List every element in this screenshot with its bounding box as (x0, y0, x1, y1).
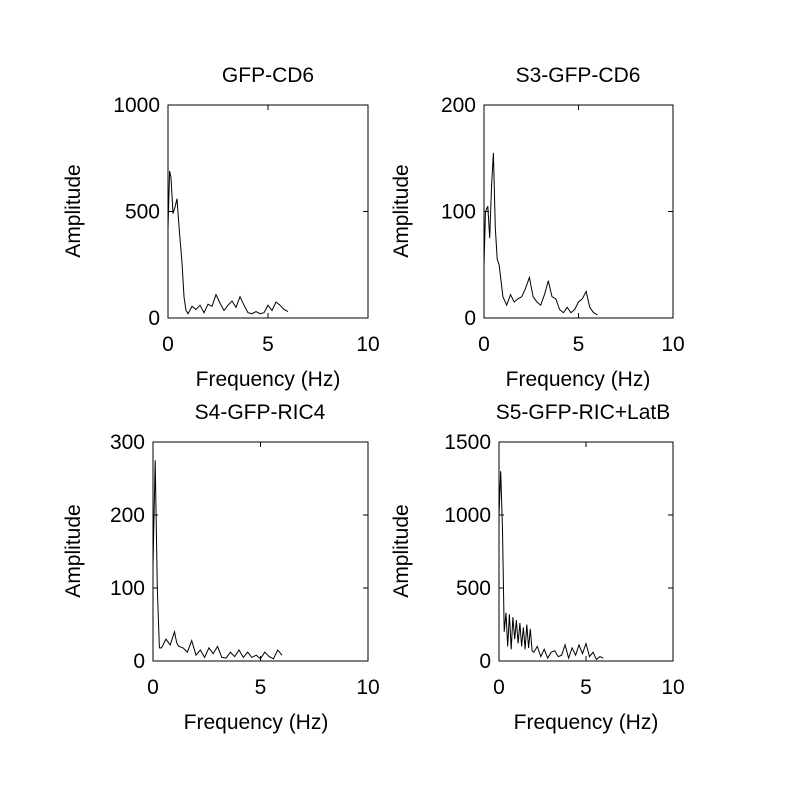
subplot-3-xtick-label: 0 (147, 676, 159, 699)
subplot-1-ticks: 0 5 10 0 500 1000 (113, 94, 379, 356)
subplot-4-ytick-label: 0 (479, 650, 491, 673)
subplot-2-xtick-label: 10 (661, 333, 684, 356)
subplot-3-ytick-label: 300 (110, 431, 145, 454)
subplot-1-ylabel: Amplitude (62, 164, 85, 257)
subplot-1-xtick-label: 10 (356, 333, 379, 356)
subplot-2-axes (483, 104, 674, 319)
subplot-1-title: GFP-CD6 (222, 64, 314, 87)
subplot-2-title: S3-GFP-CD6 (516, 64, 641, 87)
subplot-2-ylabel: Amplitude (390, 164, 413, 257)
subplot-4-ytick-label: 1000 (444, 504, 491, 527)
subplot-3-ylabel: Amplitude (62, 504, 85, 597)
subplot-4-series-line (498, 471, 604, 661)
subplot-1-ytick-label: 0 (148, 307, 160, 330)
subplot-1-xlabel: Frequency (Hz) (196, 368, 341, 391)
subplot-3-ytick-label: 200 (110, 504, 145, 527)
subplot-1-ytick-label: 500 (125, 201, 160, 224)
subplot-4-xtick-label: 10 (661, 676, 684, 699)
subplot-3-ytick-label: 100 (110, 577, 145, 600)
subplot-3-xtick-label: 10 (356, 676, 379, 699)
subplot-2-xtick-label: 0 (478, 333, 490, 356)
subplot-2-ytick-label: 100 (441, 201, 476, 224)
subplot-4-title: S5-GFP-RIC+LatB (496, 401, 670, 424)
subplot-3-xlabel: Frequency (Hz) (184, 711, 329, 734)
subplot-2-ytick-label: 200 (441, 94, 476, 117)
subplot-4-axes (498, 441, 674, 662)
subplot-2-series-line (483, 152, 598, 316)
subplot-4-ytick-label: 500 (456, 577, 491, 600)
subplot-3-xtick-label: 5 (255, 676, 267, 699)
subplot-3-axes (152, 441, 369, 662)
subplot-4-xlabel: Frequency (Hz) (514, 711, 659, 734)
subplot-4: S5-GFP-RIC+LatB 0 5 10 0 500 1000 1500 Frequen… (390, 401, 685, 734)
subplot-4-ytick-label: 1500 (444, 431, 491, 454)
subplot-4-xtick-label: 5 (580, 676, 592, 699)
subplot-1-xtick-label: 5 (262, 333, 274, 356)
subplot-1-series-line (167, 170, 289, 315)
subplot-2-ytick-label: 0 (464, 307, 476, 330)
subplot-3-title: S4-GFP-RIC4 (195, 401, 326, 424)
subplot-1: GFP-CD6 0 5 10 0 500 1000 Frequency (Hz) Ampl… (62, 64, 380, 391)
subplot-3-series-line (152, 460, 283, 660)
subplot-4-ylabel: Amplitude (390, 504, 413, 597)
subplot-4-xtick-label: 0 (493, 676, 505, 699)
subplot-4-ticks: 0 5 10 0 500 1000 1500 (444, 431, 684, 699)
subplot-2-xtick-label: 5 (573, 333, 585, 356)
subplot-1-xtick-label: 0 (162, 333, 174, 356)
subplot-3-ytick-label: 0 (133, 650, 145, 673)
subplot-1-ytick-label: 1000 (113, 94, 160, 117)
subplot-2-xlabel: Frequency (Hz) (506, 368, 651, 391)
subplot-1-axes (167, 104, 369, 319)
